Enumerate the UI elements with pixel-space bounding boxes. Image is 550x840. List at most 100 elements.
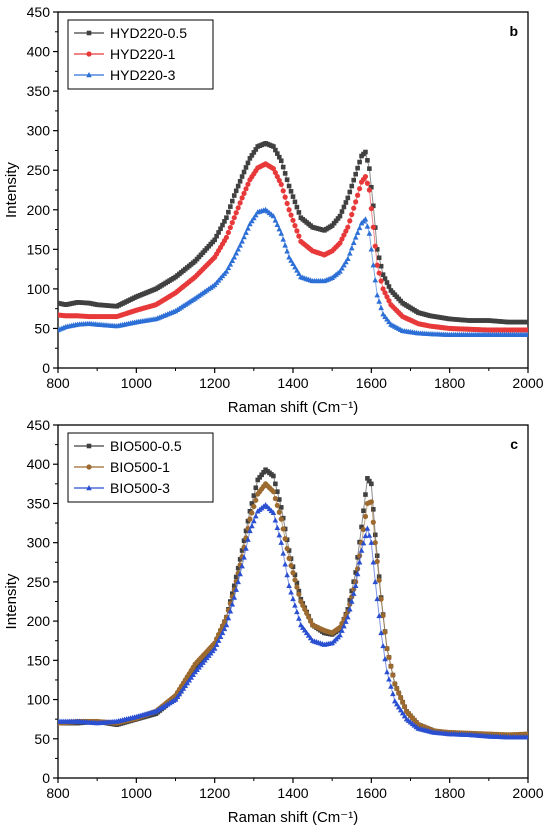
data-point: [382, 276, 388, 281]
data-point: [245, 160, 251, 166]
data-point: [525, 319, 528, 325]
data-point: [367, 166, 372, 171]
y-tick-label: 150: [27, 652, 51, 668]
data-point: [369, 481, 374, 487]
data-point: [384, 669, 390, 675]
data-point: [370, 262, 377, 268]
data-point: [235, 183, 241, 189]
data-point: [223, 268, 230, 274]
data-point: [362, 513, 369, 520]
data-point: [288, 189, 294, 194]
data-point: [286, 207, 292, 213]
data-point: [272, 517, 279, 523]
data-point: [296, 210, 302, 215]
y-axis-title: Intensity: [3, 573, 20, 629]
legend-marker: [86, 51, 92, 57]
legend-label: HYD220-0.5: [110, 25, 187, 41]
data-point: [355, 192, 361, 198]
data-point: [247, 156, 253, 161]
data-point: [294, 580, 300, 586]
data-point: [395, 704, 402, 710]
data-point: [347, 189, 353, 195]
data-point: [366, 230, 373, 236]
data-point: [372, 532, 378, 538]
data-point: [376, 255, 382, 261]
data-point: [282, 536, 288, 542]
data-point: [235, 565, 241, 571]
data-point: [390, 690, 396, 697]
data-point: [359, 524, 364, 530]
data-point: [286, 555, 292, 561]
data-point: [174, 693, 181, 700]
data-point: [270, 166, 277, 172]
data-point: [211, 645, 218, 651]
data-point: [288, 257, 294, 263]
data-point: [343, 258, 349, 265]
data-point: [376, 298, 382, 304]
data-point: [272, 217, 279, 223]
data-point: [296, 233, 302, 239]
data-point: [243, 229, 249, 235]
data-point: [337, 632, 343, 638]
data-point: [331, 220, 337, 226]
data-point: [237, 557, 243, 562]
data-point: [286, 183, 292, 189]
data-point: [270, 213, 277, 219]
data-point: [337, 624, 343, 630]
data-point: [274, 502, 280, 509]
data-point: [386, 654, 392, 660]
y-tick-label: 50: [34, 731, 50, 747]
data-point: [253, 485, 259, 491]
data-point: [251, 503, 257, 510]
data-point: [231, 583, 237, 589]
data-point: [308, 618, 314, 624]
data-point: [271, 473, 276, 479]
y-tick-label: 100: [27, 692, 51, 708]
x-tick-label: 2000: [512, 375, 543, 391]
y-tick-label: 400: [27, 456, 51, 472]
data-point: [286, 582, 292, 589]
data-point: [249, 501, 255, 506]
data-point: [362, 532, 369, 539]
data-point: [355, 165, 360, 171]
data-point: [378, 304, 384, 311]
data-point: [278, 158, 284, 164]
data-point: [292, 223, 298, 229]
panel-label: b: [509, 23, 518, 39]
x-tick-label: 1400: [277, 375, 308, 391]
data-point: [225, 229, 231, 236]
data-point: [341, 262, 347, 268]
series-line: [58, 209, 528, 336]
data-point: [235, 246, 241, 252]
data-point: [347, 218, 353, 224]
data-point: [399, 710, 406, 716]
data-point: [376, 270, 382, 276]
data-point: [245, 518, 251, 524]
data-point: [349, 211, 355, 218]
data-point: [292, 264, 298, 270]
data-point: [393, 701, 400, 707]
data-point: [394, 685, 400, 692]
data-point: [241, 554, 247, 560]
data-point: [337, 268, 343, 274]
data-point: [300, 602, 306, 609]
data-point: [525, 327, 528, 333]
series-HYD220-3: [58, 206, 528, 337]
legend-marker: [86, 30, 92, 36]
y-tick-label: 450: [27, 417, 51, 433]
data-point: [249, 153, 255, 158]
data-point: [224, 215, 229, 220]
data-point: [278, 505, 284, 510]
data-point: [360, 526, 367, 533]
x-tick-label: 1800: [434, 785, 465, 801]
data-point: [257, 475, 263, 480]
data-point: [228, 204, 233, 209]
data-point: [348, 598, 355, 604]
data-point: [525, 331, 528, 337]
data-point: [251, 150, 257, 155]
data-point: [356, 224, 363, 231]
data-point: [372, 277, 379, 283]
x-tick-label: 1600: [356, 375, 387, 391]
data-point: [352, 582, 359, 589]
data-point: [380, 613, 386, 619]
